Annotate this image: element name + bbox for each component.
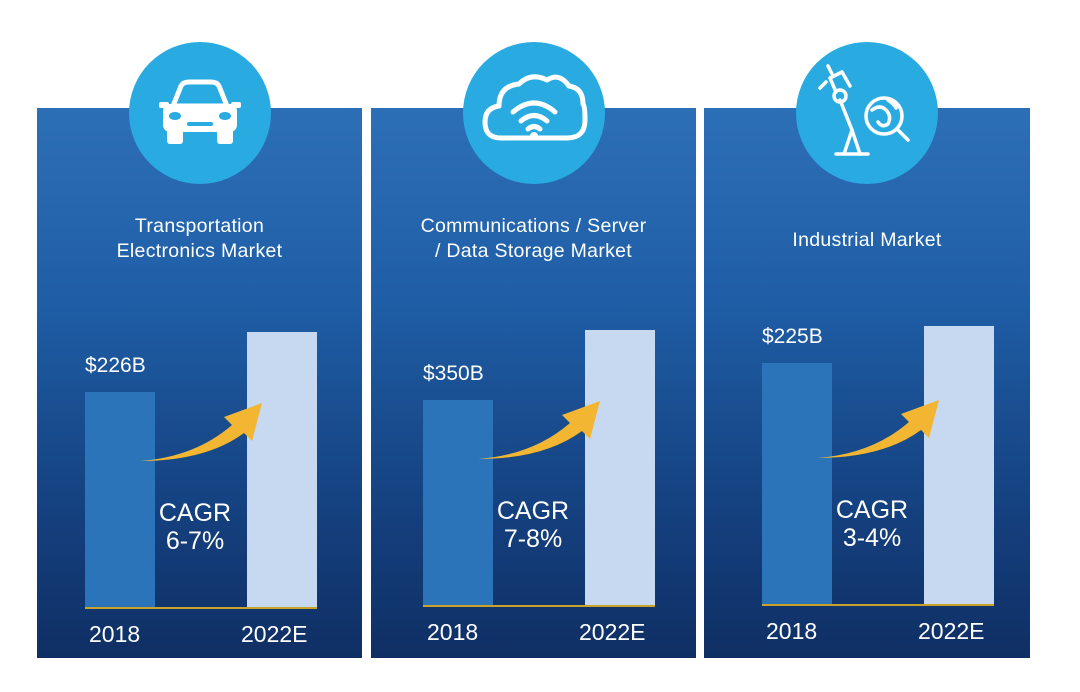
cagr-annotation: CAGR 7-8%	[473, 497, 593, 553]
x-tick-2022e: 2022E	[918, 618, 985, 644]
data-label-2018: $225B	[762, 325, 823, 349]
growth-arrow-icon	[478, 401, 600, 459]
x-tick-2022e: 2022E	[241, 621, 308, 647]
bar-2022e	[247, 331, 317, 607]
cagr-label: CAGR	[835, 496, 909, 524]
market-title: Industrial Market	[792, 229, 942, 251]
data-label-2018: $226B	[85, 354, 146, 378]
cagr-value: 6-7%	[165, 527, 225, 555]
robot-arm-globe-icon	[796, 42, 938, 184]
growth-arrow-icon	[817, 400, 939, 458]
bar-2022e	[585, 330, 655, 605]
cloud-wifi-icon	[463, 42, 605, 184]
bar-2022e	[924, 325, 994, 604]
x-tick-2022e: 2022E	[579, 619, 646, 645]
cagr-annotation: CAGR 3-4%	[812, 496, 932, 552]
axis-baseline	[762, 604, 994, 606]
x-tick-2018: 2018	[427, 619, 479, 645]
growth-arrow-icon	[140, 403, 262, 461]
bar-2018	[85, 392, 155, 607]
market-title: Communications / Server / Data Storage M…	[420, 215, 647, 262]
axis-baseline	[85, 607, 317, 609]
cagr-label: CAGR	[496, 497, 570, 525]
car-icon	[129, 42, 271, 184]
cagr-value: 3-4%	[842, 524, 902, 552]
data-label-2018: $350B	[423, 362, 484, 386]
cagr-value: 7-8%	[503, 525, 563, 553]
bar-2018	[762, 363, 832, 604]
market-title: Transportation Electronics Market	[116, 215, 283, 262]
x-tick-2018: 2018	[89, 621, 141, 647]
bar-2018	[423, 400, 493, 605]
cagr-annotation: CAGR 6-7%	[135, 499, 255, 555]
axis-baseline	[423, 605, 655, 607]
cagr-label: CAGR	[158, 499, 232, 527]
industrial-market-panel: Industrial Market	[704, 42, 1030, 658]
x-tick-2018: 2018	[766, 618, 818, 644]
